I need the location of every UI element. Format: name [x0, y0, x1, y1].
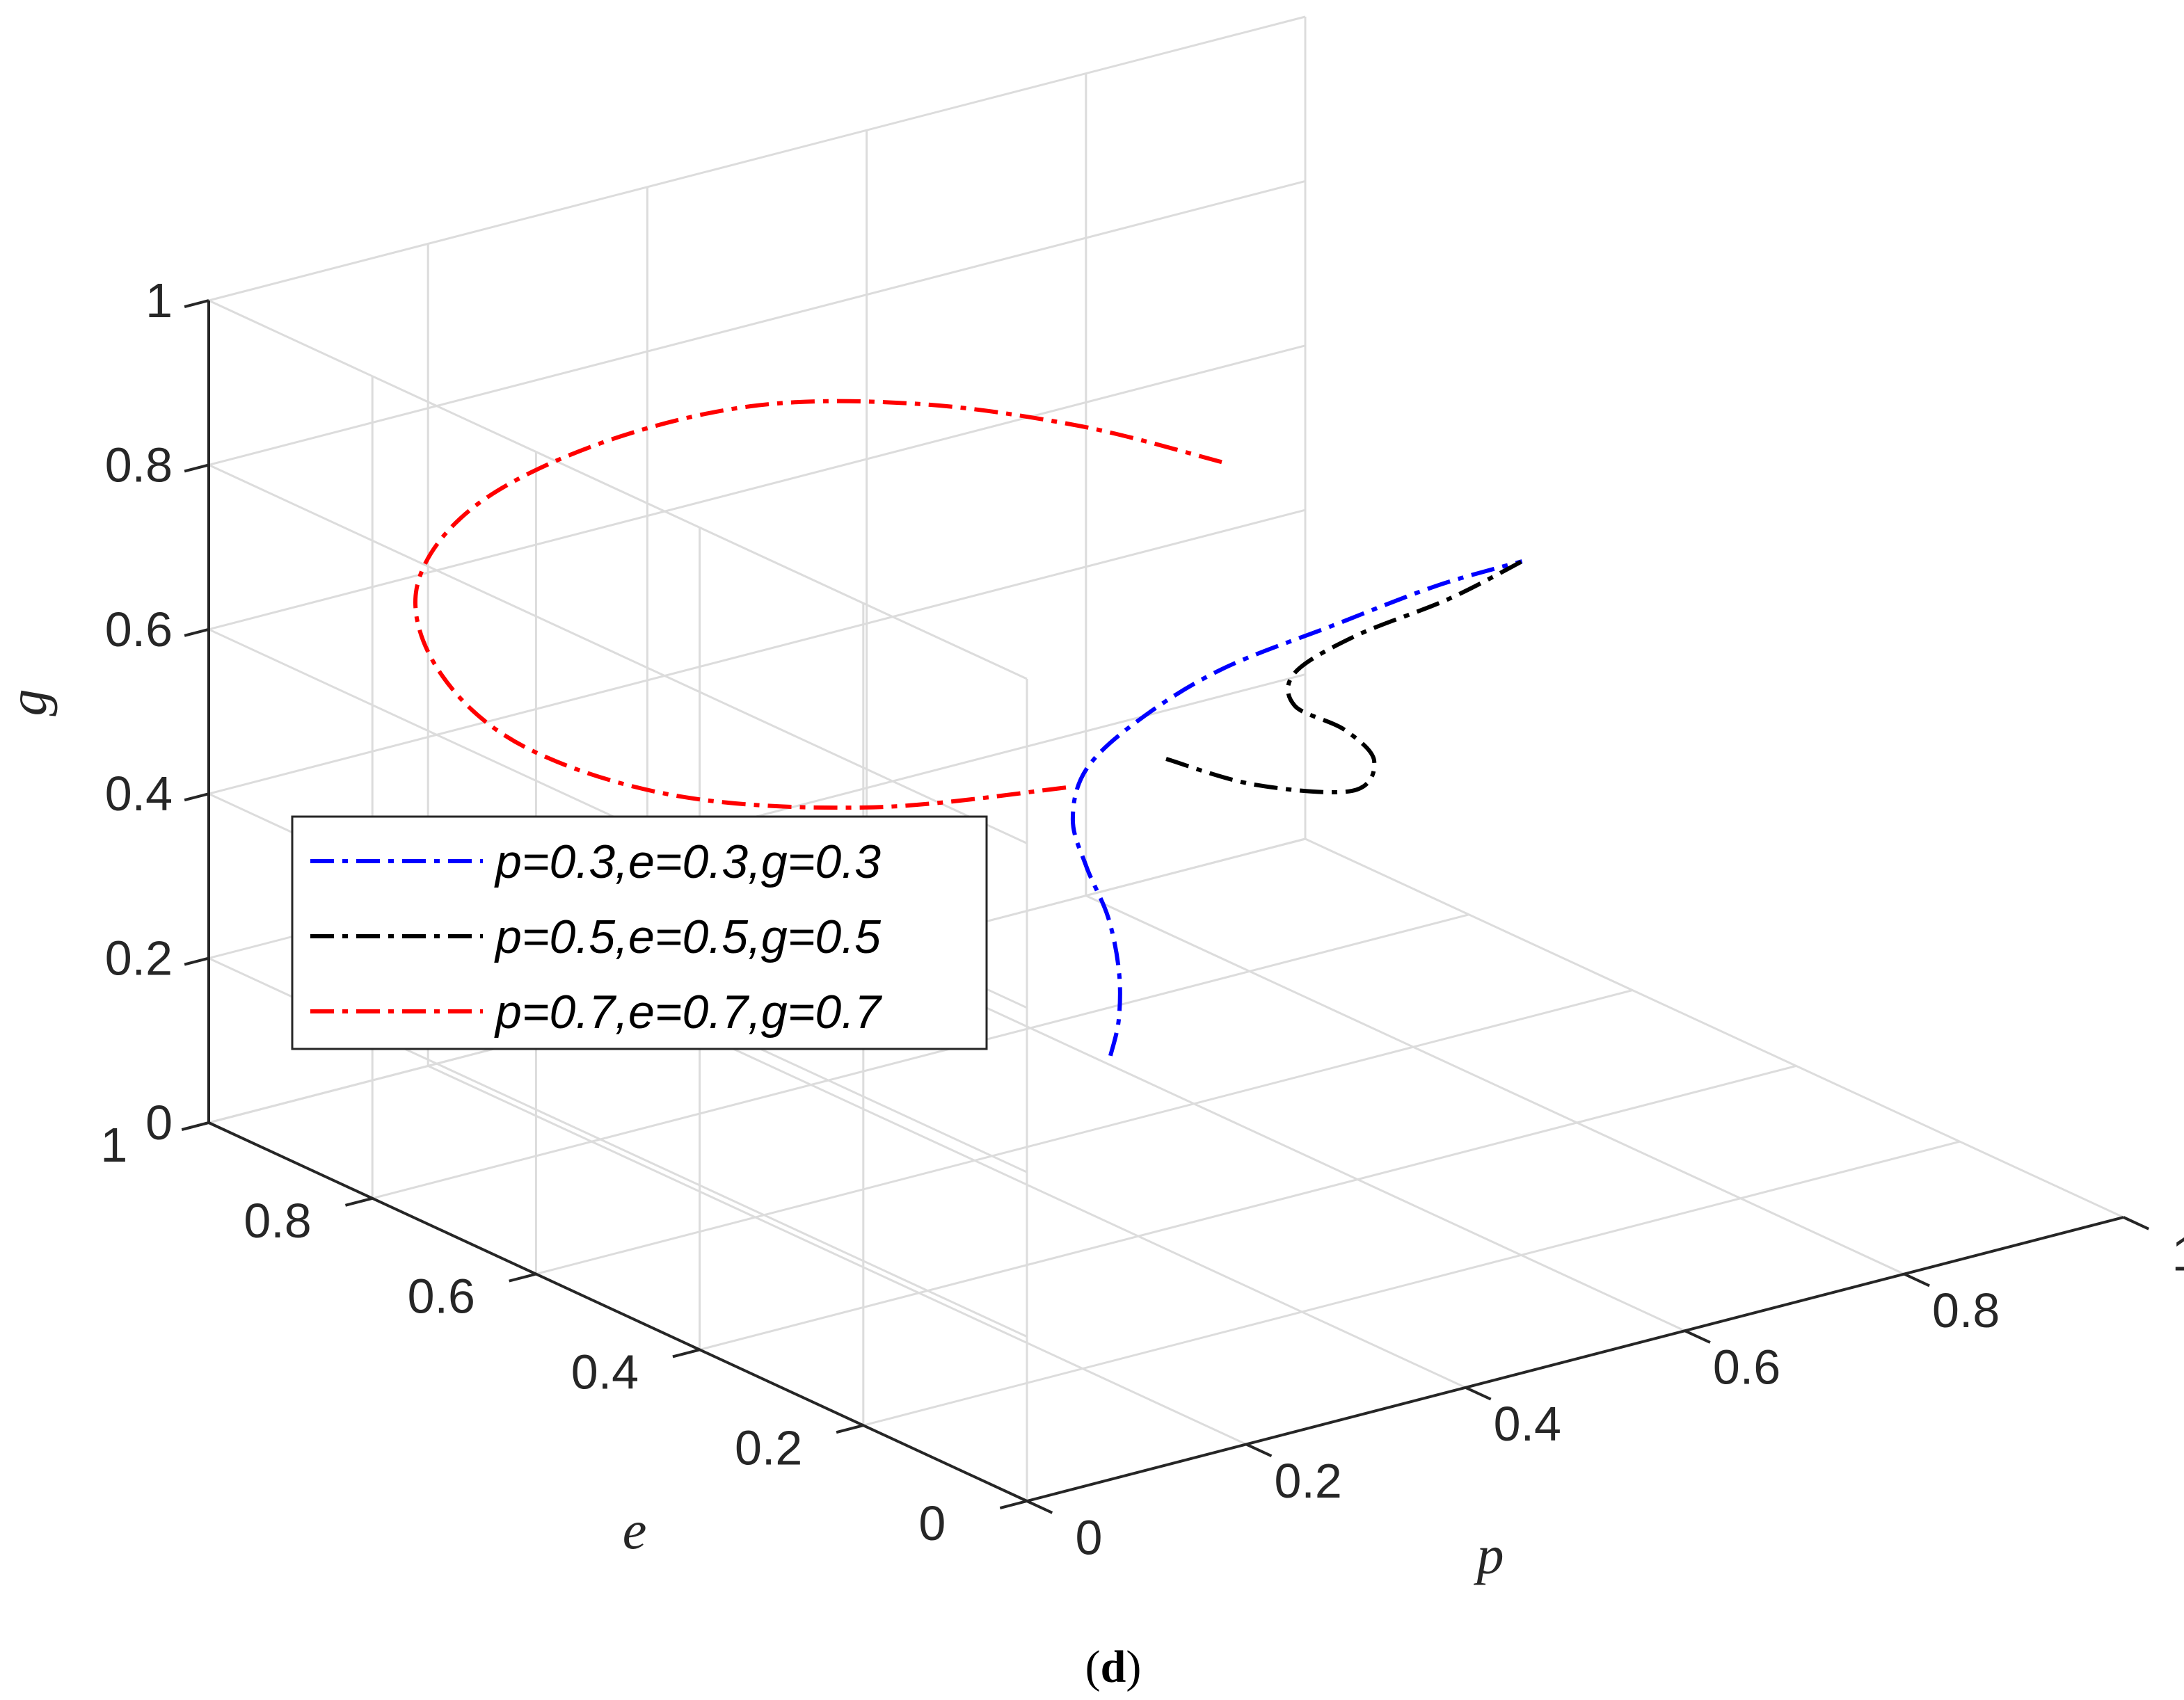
floor-grid-p-3 — [866, 951, 1686, 1332]
p-tick-4 — [1903, 1272, 1930, 1288]
legend-label-series-3: p=0.7,e=0.7,g=0.7 — [494, 986, 882, 1039]
e-tick-0 — [999, 1500, 1028, 1509]
legend-label-series-1: p=0.3,e=0.3,g=0.3 — [494, 835, 881, 888]
wall-p0-grid-g-5 — [208, 299, 1028, 680]
p-tick-label-1: 0.2 — [1274, 1454, 1341, 1508]
p-tick-1 — [1245, 1443, 1273, 1458]
e-tick-label-0: 0 — [918, 1496, 946, 1550]
g-tick-2 — [184, 792, 209, 802]
wall-e1-grid-g-2 — [208, 508, 1306, 795]
g-tick-label-2: 0.4 — [105, 767, 173, 821]
p-tick-label-2: 0.4 — [1494, 1397, 1561, 1451]
series-line-3 — [413, 399, 1222, 810]
e-tick-label-2: 0.4 — [571, 1345, 639, 1399]
wall-e1-grid-g-4 — [208, 179, 1306, 466]
data-series — [413, 399, 1523, 1057]
e-axis-line — [208, 1121, 1028, 1502]
floor-grid-p-1 — [427, 1065, 1247, 1445]
floor-grid-p-4 — [1085, 895, 1905, 1275]
e-tick-2 — [672, 1348, 701, 1358]
g-axis-label: g — [0, 689, 58, 716]
g-tick-1 — [184, 956, 209, 966]
p-tick-label-5: 1 — [2171, 1226, 2184, 1281]
p-tick-5 — [2123, 1216, 2150, 1230]
wall-e1-grid-g-5 — [208, 15, 1306, 302]
e-tick-1 — [836, 1424, 864, 1434]
floor-grid-e-4 — [372, 913, 1469, 1200]
e-tick-label-5: 1 — [100, 1118, 127, 1172]
series-line-1 — [1070, 559, 1523, 1057]
p-axis-label: p — [1474, 1525, 1504, 1585]
wall-p0-grid-g-4 — [208, 464, 1028, 844]
g-tick-label-0: 0 — [145, 1096, 173, 1150]
g-tick-4 — [184, 463, 209, 473]
e-tick-label-3: 0.6 — [408, 1269, 475, 1324]
floor-grid-e-2 — [699, 1064, 1796, 1351]
legend-label-series-2: p=0.5,e=0.5,g=0.5 — [494, 911, 881, 963]
floor-grid-p-2 — [646, 1008, 1467, 1389]
g-tick-label-3: 0.6 — [105, 602, 173, 657]
axes: 00.20.40.60.8100.20.40.60.8100.20.40.60.… — [100, 273, 2184, 1564]
series-line-2 — [1165, 559, 1523, 795]
p-tick-label-3: 0.6 — [1713, 1340, 1780, 1395]
g-tick-0 — [184, 1121, 209, 1130]
g-tick-label-1: 0.2 — [105, 931, 173, 986]
wall-e1-grid-g-3 — [208, 344, 1306, 631]
e-tick-4 — [344, 1196, 373, 1207]
p-tick-2 — [1465, 1386, 1492, 1401]
figure-caption: (d) — [1085, 1642, 1142, 1692]
g-tick-5 — [184, 299, 209, 308]
p-tick-3 — [1684, 1329, 1711, 1344]
e-tick-label-1: 0.2 — [735, 1420, 802, 1475]
e-tick-3 — [509, 1272, 536, 1283]
p-tick-label-0: 0 — [1075, 1510, 1102, 1564]
legend: p=0.3,e=0.3,g=0.3 p=0.5,e=0.5,g=0.5 p=0.… — [291, 815, 988, 1050]
e-tick-label-4: 0.8 — [244, 1194, 311, 1248]
g-tick-label-5: 1 — [145, 273, 173, 328]
p-axis-line — [1026, 1216, 2124, 1502]
g-tick-label-4: 0.8 — [105, 438, 173, 492]
floor-grid-e-1 — [863, 1140, 1961, 1427]
floor-grid-e-3 — [536, 989, 1633, 1276]
g-tick-3 — [184, 627, 209, 637]
p-tick-0 — [1026, 1500, 1053, 1514]
e-axis-label: e — [623, 1500, 647, 1560]
floor-grid-p-5 — [1305, 837, 2124, 1219]
p-tick-label-4: 0.8 — [1932, 1283, 2000, 1338]
